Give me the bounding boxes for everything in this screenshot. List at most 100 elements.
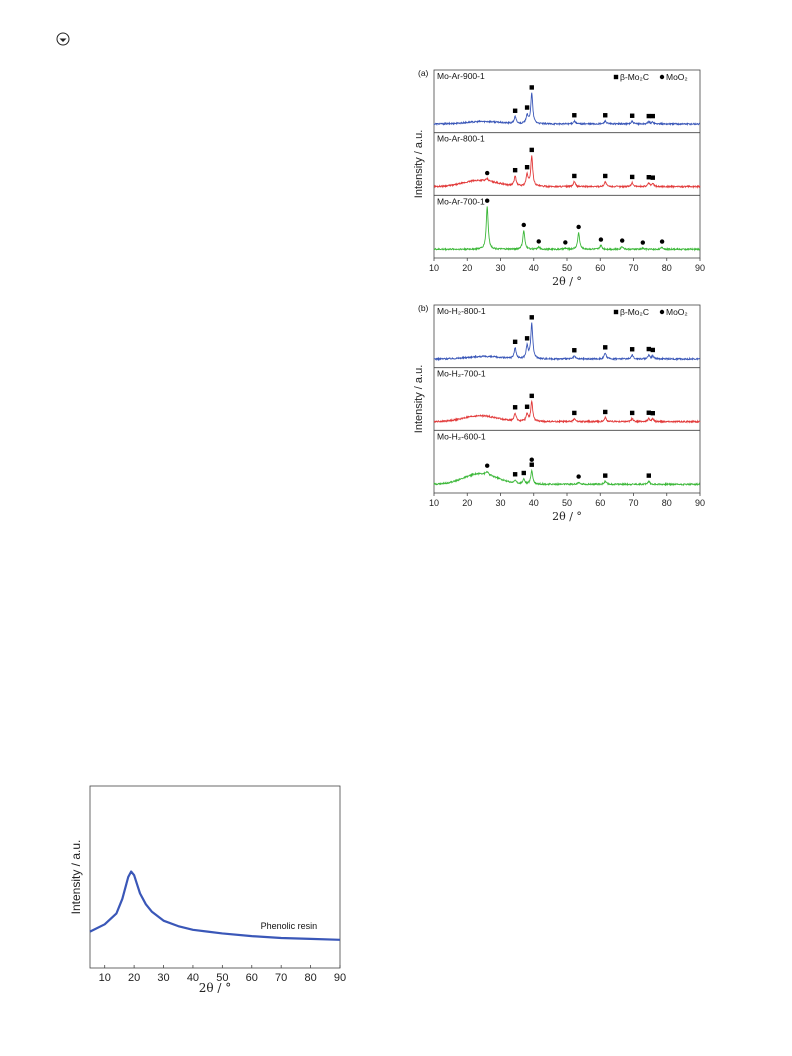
- x-tick-label: 70: [275, 972, 287, 984]
- peak-marker: [576, 224, 581, 230]
- peak-marker: [650, 175, 655, 180]
- peak-marker: [646, 473, 651, 478]
- legend-label: MoO₂: [666, 307, 688, 317]
- x-axis-label: 2θ / °: [552, 275, 582, 288]
- peak-marker: [572, 348, 577, 353]
- legend-marker: [613, 309, 619, 315]
- legend-label: MoO₂: [666, 72, 688, 82]
- x-tick-label: 10: [429, 498, 439, 508]
- peak-marker: [529, 85, 534, 90]
- peak-marker: [512, 167, 518, 173]
- series-line: [89, 870, 341, 941]
- peak-marker: [646, 410, 651, 415]
- series-label: Phenolic resin: [261, 921, 318, 931]
- xrd-chart-ar: Mo-Ar-900-1 Mo-Ar-800-1 Mo-Ar-700-1 β-Mo₂C M…: [413, 68, 705, 288]
- series-label: Mo-Ar-900-1: [437, 71, 485, 81]
- peak-marker: [524, 404, 530, 409]
- peak-marker: [512, 405, 518, 410]
- peak-marker: [485, 170, 490, 176]
- series-label: Mo-Ar-700-1: [437, 196, 485, 206]
- x-tick-label: 40: [529, 498, 539, 508]
- peak-marker: [646, 175, 651, 180]
- peak-marker: [629, 174, 635, 180]
- x-tick-label: 60: [246, 972, 258, 984]
- series-label: Mo-H₂-600-1: [437, 431, 486, 441]
- x-tick-label: 80: [304, 972, 316, 984]
- peak-marker: [603, 473, 608, 478]
- peak-marker: [529, 147, 534, 153]
- peak-marker: [629, 410, 635, 416]
- peak-marker: [524, 165, 530, 170]
- peak-marker: [524, 336, 530, 341]
- series-line: [433, 399, 701, 424]
- peak-marker: [572, 113, 577, 118]
- peak-marker: [603, 113, 608, 118]
- peak-marker: [485, 198, 490, 203]
- peak-marker: [521, 470, 526, 476]
- legend-marker: [659, 309, 665, 315]
- series-label: Mo-Ar-800-1: [437, 134, 485, 144]
- peak-marker: [650, 410, 655, 416]
- plot-frame: [89, 785, 341, 969]
- peak-marker: [485, 463, 490, 468]
- x-tick-label: 50: [562, 263, 572, 273]
- circle-arrow-icon: [56, 32, 70, 46]
- series-line: [433, 155, 701, 189]
- x-tick-label: 60: [595, 498, 605, 508]
- xrd-chart-phenolic-resin: Phenolic resin 10 20 30 40 50 60 70 80 90 2θ / ° In…: [69, 785, 346, 995]
- peak-marker: [529, 393, 534, 399]
- peak-marker: [646, 113, 651, 119]
- peak-marker: [521, 222, 526, 228]
- series-line: [433, 322, 701, 362]
- x-tick-label: 40: [187, 972, 199, 984]
- series-label: Mo-H₂-800-1: [437, 306, 486, 316]
- legend-marker: [659, 74, 665, 80]
- peak-marker: [512, 339, 518, 345]
- x-tick-label: 50: [562, 498, 572, 508]
- x-axis-label: 2θ / °: [552, 510, 582, 523]
- x-tick-label: 30: [157, 972, 169, 984]
- series-line: [433, 468, 701, 487]
- x-tick-label: 90: [695, 498, 705, 508]
- series-line: [433, 92, 701, 127]
- x-tick-label: 40: [529, 263, 539, 273]
- peak-marker: [659, 239, 665, 244]
- x-tick-label: 10: [429, 263, 439, 273]
- peak-marker: [572, 173, 577, 179]
- x-tick-label: 20: [128, 972, 140, 984]
- x-tick-label: 90: [334, 972, 346, 984]
- x-tick-label: 30: [495, 263, 505, 273]
- x-tick-label: 80: [662, 498, 672, 508]
- peak-marker: [576, 474, 581, 479]
- peak-marker: [529, 457, 534, 462]
- panel-label: (b): [418, 303, 429, 313]
- panel-label: (a): [418, 68, 429, 78]
- peak-marker: [603, 173, 608, 179]
- peak-marker: [650, 113, 655, 119]
- legend-label: β-Mo₂C: [620, 307, 649, 317]
- legend-marker: [613, 74, 619, 80]
- x-tick-label: 70: [628, 498, 638, 508]
- x-tick-label: 20: [462, 263, 472, 273]
- series-line: [433, 206, 701, 252]
- peak-marker: [572, 410, 577, 416]
- peak-marker: [619, 238, 625, 243]
- xrd-chart-h2: Mo-H₂-800-1 Mo-H₂-700-1 Mo-H₂-600-1 β-Mo₂C M…: [413, 303, 705, 523]
- peak-marker: [646, 346, 651, 352]
- peak-marker: [629, 347, 635, 352]
- peak-marker: [529, 462, 534, 467]
- y-axis-label: Intensity / a.u.: [413, 365, 425, 433]
- x-tick-label: 10: [99, 972, 111, 984]
- plot-frame: [433, 304, 701, 494]
- x-tick-label: 30: [495, 498, 505, 508]
- peak-marker: [536, 239, 541, 244]
- series-label: Mo-H₂-700-1: [437, 369, 486, 379]
- peak-marker: [603, 409, 608, 415]
- x-tick-label: 70: [628, 263, 638, 273]
- peak-marker: [598, 237, 604, 242]
- peak-marker: [563, 240, 568, 245]
- peak-marker: [524, 105, 530, 110]
- x-tick-label: 90: [695, 263, 705, 273]
- legend-label: β-Mo₂C: [620, 72, 649, 82]
- x-tick-label: 80: [662, 263, 672, 273]
